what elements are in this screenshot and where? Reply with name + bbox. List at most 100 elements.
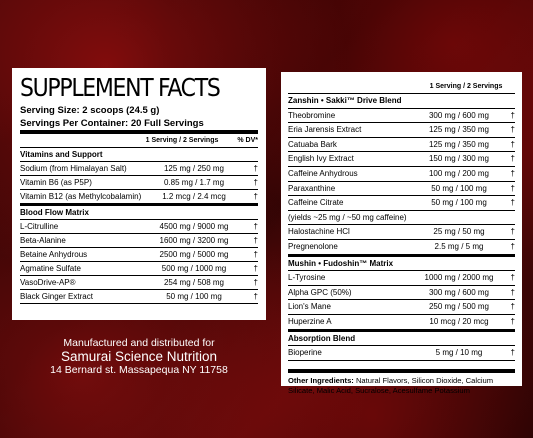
ingredient-name: Betaine Anhydrous [20,250,88,259]
section-title: Blood Flow Matrix [20,204,258,220]
ingredient-name: L-Citrulline [20,222,59,231]
ingredient-name: Alpha GPC (50%) [288,287,352,297]
ingredient-row: (yields ~25 mg / ~50 mg caffeine) [288,211,515,226]
ingredient-row: Sodium (from Himalayan Salt) 125 mg / 250… [20,162,258,176]
daily-value: † [253,164,258,173]
daily-value: † [510,241,515,251]
blend-table: Zanshin • Sakki™ Drive Blend Theobromine 3… [288,94,515,361]
amount-header: 1 Serving / 2 Servings [145,137,219,144]
daily-value: † [253,178,258,187]
ingredient-row: Paraxanthine 50 mg / 100 mg † [288,182,515,197]
ingredient-name: Black Ginger Extract [20,292,93,301]
ingredient-row: L-Tyrosine 1000 mg / 2000 mg † [288,271,515,286]
ingredient-name: Vitamin B6 (as P5P) [20,178,92,187]
daily-value: † [510,110,515,120]
amount: 4500 mg / 9000 mg [159,222,229,231]
ingredient-name: L-Tyrosine [288,273,326,283]
ingredient-row: Theobromine 300 mg / 600 mg † [288,109,515,124]
ingredient-row: Betaine Anhydrous 2500 mg / 5000 mg † [20,248,258,262]
ingredient-row: Huperzine A 10 mcg / 20 mcg † [288,315,515,330]
serving-size: Serving Size: 2 scoops (24.5 g) [20,105,160,116]
ingredient-name: Paraxanthine [288,183,336,193]
ingredient-name: Beta-Alanine [20,236,66,245]
daily-value: † [510,168,515,178]
ingredient-row: Lion's Mane 250 mg / 500 mg † [288,300,515,315]
amount: 50 mg / 100 mg [431,183,487,193]
ingredient-row: Caffeine Anhydrous 100 mg / 200 mg † [288,167,515,182]
ingredient-name: Bioperine [288,348,322,358]
ingredient-row: Eria Jarensis Extract 125 mg / 350 mg † [288,123,515,138]
rule [288,368,515,373]
footer-line: Manufactured and distributed for [63,337,215,349]
ingredient-row: Black Ginger Extract 50 mg / 100 mg † [20,290,258,304]
ingredient-row: Bioperine 5 mg / 10 mg † [288,346,515,361]
daily-value: † [510,316,515,326]
ingredient-row: Vitamin B12 (as Methylcobalamin) 1.2 mcg … [20,190,258,204]
daily-value: † [510,154,515,164]
section-title: Zanshin • Sakki™ Drive Blend [288,94,515,109]
ingredient-row: Vitamin B6 (as P5P) 0.85 mg / 1.7 mg † [20,176,258,190]
ingredient-name: Halostachine HCl [288,227,350,237]
daily-value: † [510,183,515,193]
rule [20,130,258,134]
ingredient-name: Pregnenolone [288,241,338,251]
daily-value: † [510,287,515,297]
ingredient-name: English Ivy Extract [288,154,354,164]
amount: 150 mg / 300 mg [428,154,490,164]
ingredient-name: Agmatine Sulfate [20,264,81,273]
amount: 2.5 mg / 5 mg [434,241,484,251]
column-header: 1 Serving / 2 Servings [288,80,515,94]
ingredient-row: English Ivy Extract 150 mg / 300 mg † [288,152,515,167]
daily-value: † [510,348,515,358]
amount: 25 mg / 50 mg [433,227,485,237]
amount: 125 mg / 250 mg [163,164,225,173]
daily-value: † [510,139,515,149]
amount: 5 mg / 10 mg [435,348,483,358]
ingredient-row: Halostachine HCl 25 mg / 50 mg † [288,225,515,240]
ingredient-name: Eria Jarensis Extract [288,125,362,135]
amount: 125 mg / 350 mg [428,125,490,135]
ingredient-name: Lion's Mane [288,302,331,312]
ingredient-row: Beta-Alanine 1600 mg / 3200 mg † [20,234,258,248]
amount: 50 mg / 100 mg [166,292,222,301]
ingredient-row: Caffeine Citrate 50 mg / 100 mg † [288,196,515,211]
section-title: Absorption Blend [288,329,515,347]
daily-value: † [510,125,515,135]
title: SUPPLEMENT FACTS [20,73,221,102]
ingredient-row: Agmatine Sulfate 500 mg / 1000 mg † [20,262,258,276]
address: 14 Bernard st. Massapequa NY 11758 [50,364,228,376]
amount: 300 mg / 600 mg [428,287,490,297]
amount: 50 mg / 100 mg [431,198,487,208]
daily-value: † [253,264,258,273]
amount: 300 mg / 600 mg [428,110,490,120]
amount: 500 mg / 1000 mg [161,264,227,273]
amount: 254 mg / 508 mg [163,278,225,287]
daily-value: † [510,273,515,283]
other-ingredients: Other Ingredients: Natural Flavors, Sili… [288,376,515,396]
ingredient-name: VasoDrive-AP® [20,278,76,287]
column-header: 1 Serving / 2 Servings % DV* [20,134,258,148]
blend-panel: 1 Serving / 2 Servings Zanshin • Sakki™ … [281,72,522,395]
ingredient-name: Vitamin B12 (as Methylcobalamin) [20,192,142,201]
ingredient-name: Caffeine Anhydrous [288,168,358,178]
daily-value: † [253,250,258,259]
ingredient-row: L-Citrulline 4500 mg / 9000 mg † [20,220,258,234]
amount: 1000 mg / 2000 mg [424,273,494,283]
daily-value: † [253,292,258,301]
daily-value: † [510,302,515,312]
amount: 100 mg / 200 mg [428,168,490,178]
ingredient-name: (yields ~25 mg / ~50 mg caffeine) [288,212,407,222]
ingredient-name: Huperzine A [288,316,332,326]
ingredient-row: VasoDrive-AP® 254 mg / 508 mg † [20,276,258,290]
ingredient-name: Catuaba Bark [288,139,337,149]
servings-per-container: Servings Per Container: 20 Full Servings [20,118,204,129]
daily-value: † [510,227,515,237]
amount: 0.85 mg / 1.7 mg [163,178,225,187]
amount: 2500 mg / 5000 mg [159,250,229,259]
amount: 1600 mg / 3200 mg [159,236,229,245]
daily-value: † [253,278,258,287]
footer: Manufactured and distributed for Samurai… [12,337,266,376]
amount: 1.2 mcg / 2.4 mcg [162,192,226,201]
daily-value: † [253,222,258,231]
ingredient-name: Theobromine [288,110,336,120]
